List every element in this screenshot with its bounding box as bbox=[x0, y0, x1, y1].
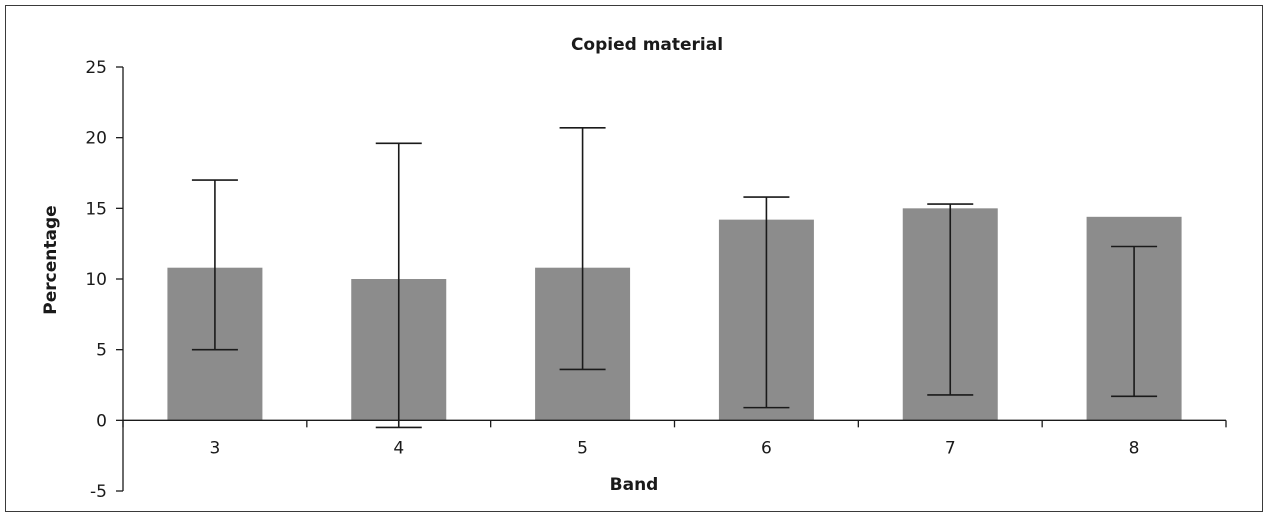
x-tick-label: 5 bbox=[577, 438, 588, 458]
y-tick-label: 0 bbox=[96, 411, 107, 431]
y-tick-label: 15 bbox=[85, 199, 107, 219]
x-tick-label: 8 bbox=[1129, 438, 1140, 458]
y-tick-label: -5 bbox=[90, 482, 107, 502]
y-axis-label: Percentage bbox=[41, 205, 61, 314]
x-tick-label: 6 bbox=[761, 438, 772, 458]
x-axis-label: Band bbox=[610, 475, 659, 495]
x-tick-label: 4 bbox=[393, 438, 404, 458]
y-tick-label: 20 bbox=[85, 129, 107, 149]
y-tick-label: 10 bbox=[85, 270, 107, 290]
x-tick-label: 3 bbox=[210, 438, 221, 458]
x-tick-label: 7 bbox=[945, 438, 956, 458]
y-tick-label: 5 bbox=[96, 341, 107, 361]
chart-title: Copied material bbox=[571, 35, 723, 55]
plot-area: -5 0 5 10 15 20 25 3 4 5 6 7 8 bbox=[85, 58, 1227, 502]
y-tick-label: 25 bbox=[85, 58, 107, 78]
